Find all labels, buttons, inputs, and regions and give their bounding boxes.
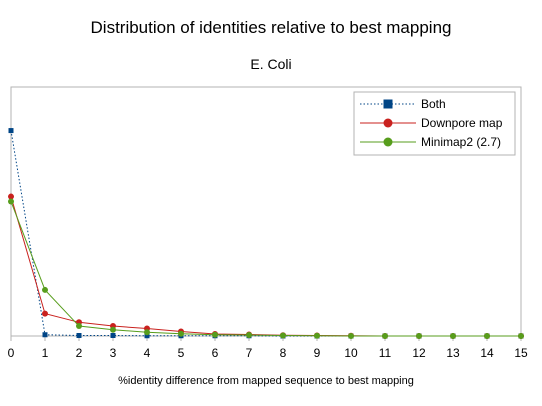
series-3	[8, 199, 524, 339]
data-point	[484, 333, 490, 339]
data-point	[43, 332, 48, 337]
data-point	[382, 333, 388, 339]
data-point	[42, 311, 48, 317]
data-point	[280, 333, 286, 339]
chart-subtitle: E. Coli	[250, 56, 291, 72]
x-tick-label: 0	[8, 346, 15, 360]
chart-title: Distribution of identities relative to b…	[91, 18, 452, 37]
data-point	[42, 287, 48, 293]
x-tick-label: 9	[314, 346, 321, 360]
x-tick-label: 13	[446, 346, 460, 360]
x-tick-label: 1	[42, 346, 49, 360]
data-point	[9, 128, 14, 133]
data-point	[246, 332, 252, 338]
series-line	[11, 202, 521, 336]
x-tick-label: 12	[412, 346, 426, 360]
legend-marker	[384, 138, 393, 147]
x-tick-label: 4	[144, 346, 151, 360]
x-tick-label: 6	[212, 346, 219, 360]
legend-marker	[384, 100, 393, 109]
series-line	[11, 197, 521, 336]
data-point	[212, 332, 218, 338]
legend-label: Both	[421, 97, 446, 111]
legend-marker	[384, 119, 393, 128]
data-point	[314, 333, 320, 339]
legend-label: Downpore map	[421, 116, 503, 130]
data-point	[450, 333, 456, 339]
x-tick-label: 7	[246, 346, 253, 360]
series-2	[8, 194, 524, 339]
x-tick-label: 2	[76, 346, 83, 360]
data-point	[348, 333, 354, 339]
data-point	[111, 333, 116, 338]
data-point	[144, 329, 150, 335]
x-tick-label: 5	[178, 346, 185, 360]
x-tick-label: 15	[514, 346, 528, 360]
data-point	[77, 333, 82, 338]
data-point	[110, 327, 116, 333]
x-tick-label: 10	[344, 346, 358, 360]
data-point	[518, 333, 524, 339]
data-point	[8, 199, 14, 205]
x-tick-label: 8	[280, 346, 287, 360]
x-axis-label: %identity difference from mapped sequenc…	[118, 375, 414, 387]
x-tick-label: 3	[110, 346, 117, 360]
x-tick-label: 14	[480, 346, 494, 360]
data-point	[76, 323, 82, 329]
data-point	[416, 333, 422, 339]
data-point	[178, 331, 184, 337]
legend-label: Minimap2 (2.7)	[421, 135, 501, 149]
series-line	[11, 131, 521, 336]
legend: Both Downpore map Minimap2 (2.7)	[354, 92, 515, 155]
series-1	[9, 128, 524, 338]
x-tick-label: 11	[379, 346, 392, 360]
